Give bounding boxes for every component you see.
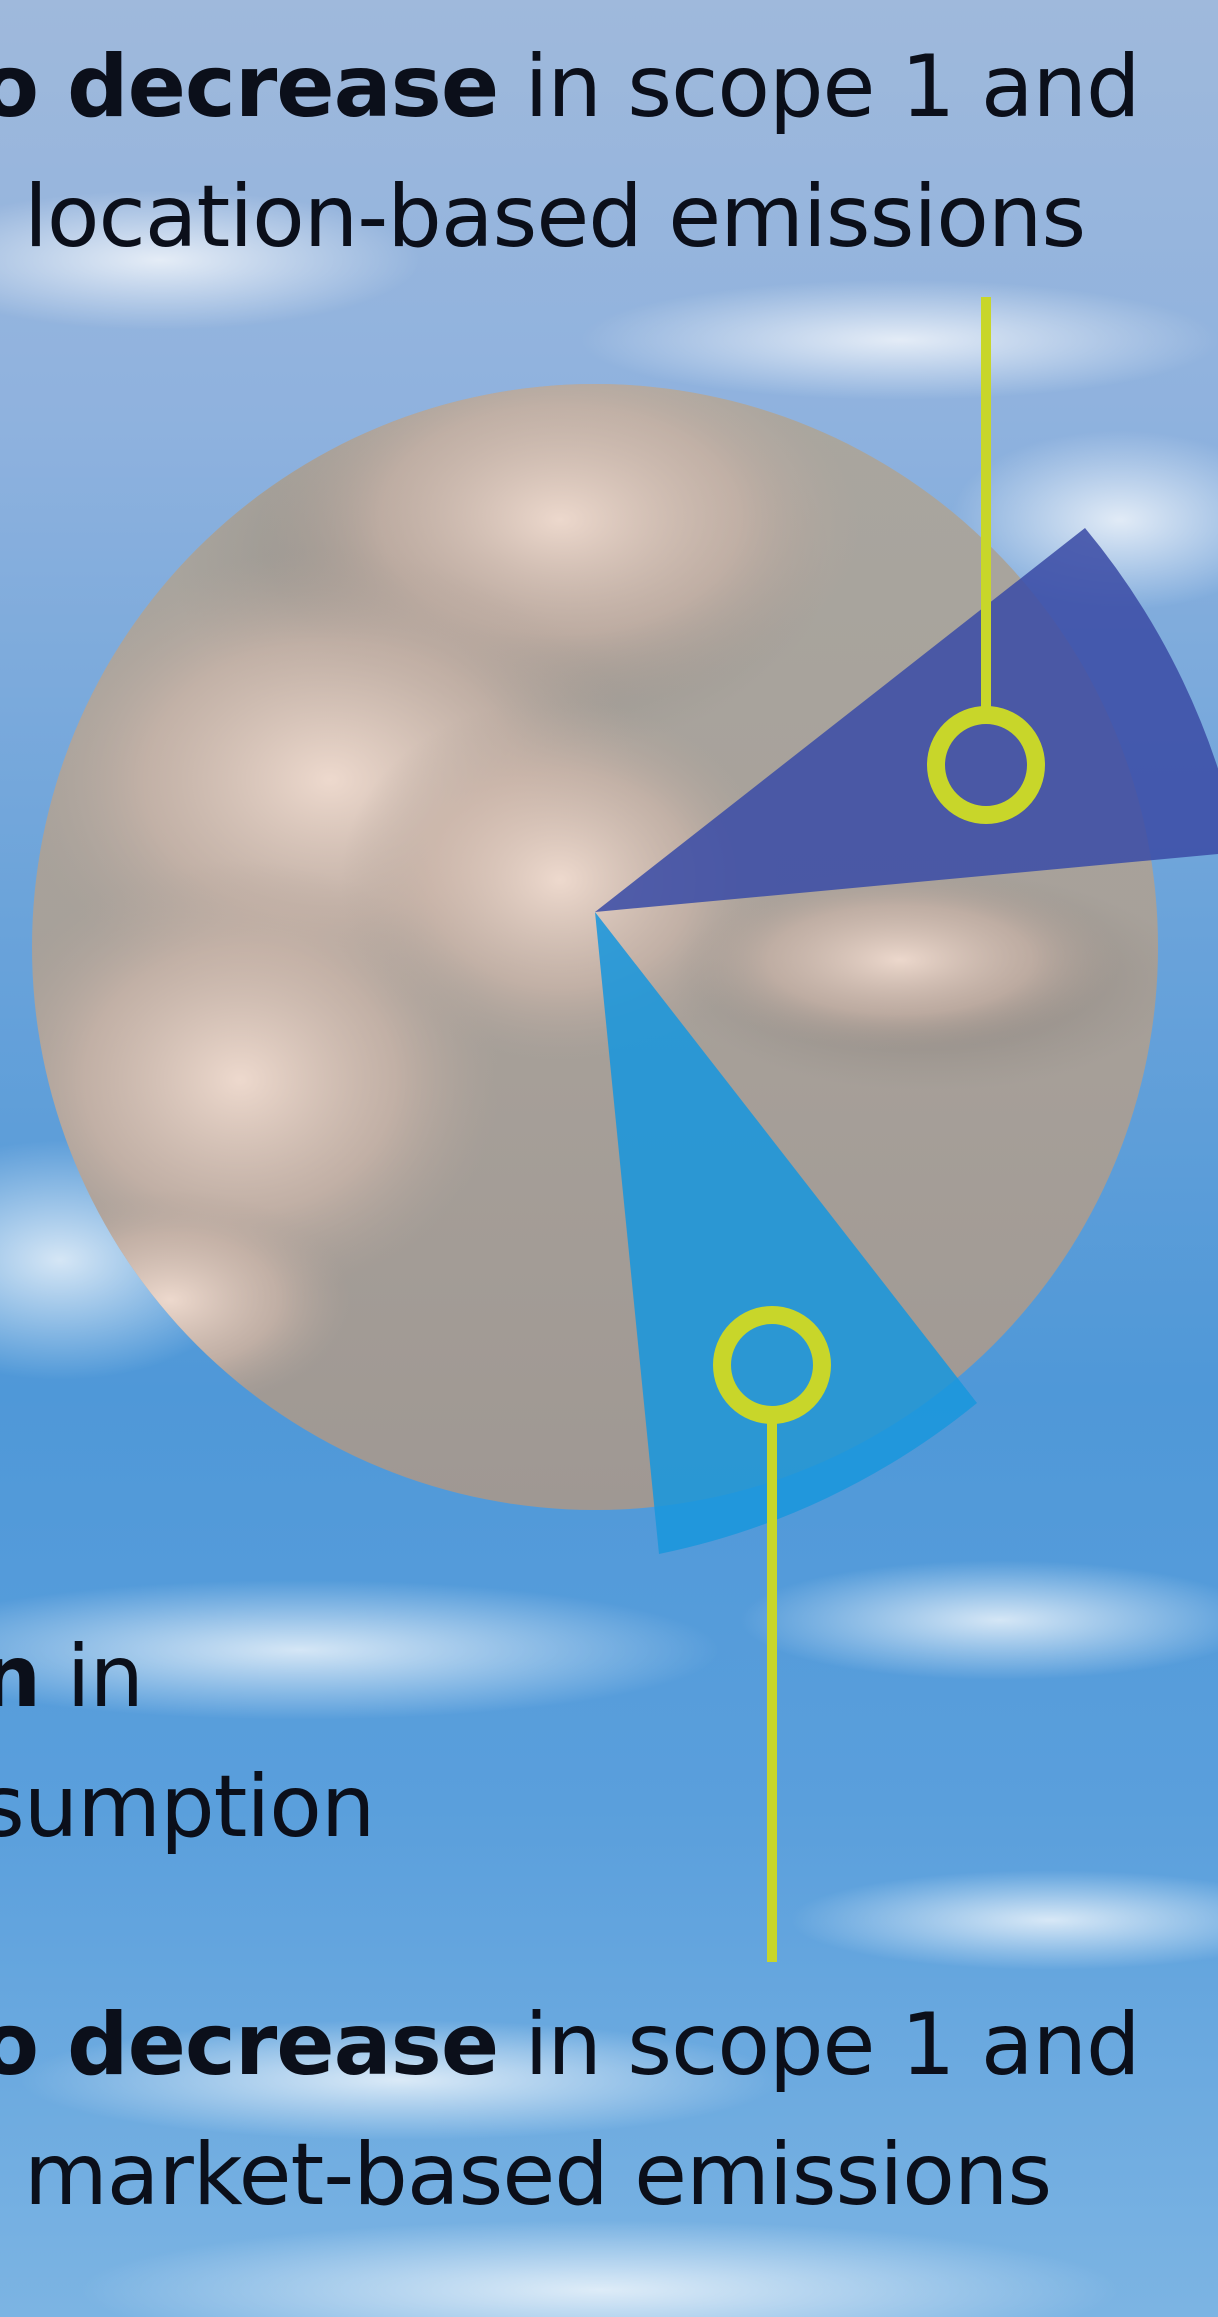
- stat-market-line1: in scope 1 and: [498, 1995, 1141, 2095]
- stat-consumption-line2: sumption: [0, 1757, 375, 1857]
- stat-consumption: n in sumption: [0, 1612, 375, 1872]
- stat-location-highlight: o decrease: [0, 37, 499, 137]
- stat-consumption-highlight: n: [0, 1627, 41, 1727]
- ring-marker-icon: [713, 1306, 831, 1424]
- stat-location-based: o decrease in scope 1 and location-based…: [0, 22, 1141, 282]
- segment-market-based: [595, 912, 977, 1554]
- stat-location-line1: in scope 1 and: [498, 37, 1141, 137]
- segment-location-based: [595, 528, 1218, 912]
- stat-location-line2: location-based emissions: [24, 167, 1086, 267]
- stat-market-line2: market-based emissions: [24, 2125, 1052, 2225]
- stat-market-based: o decrease in scope 1 and market-based e…: [0, 1980, 1141, 2240]
- stat-consumption-line1: in: [40, 1627, 144, 1727]
- stat-market-highlight: o decrease: [0, 1995, 499, 2095]
- ring-marker-icon: [927, 706, 1045, 824]
